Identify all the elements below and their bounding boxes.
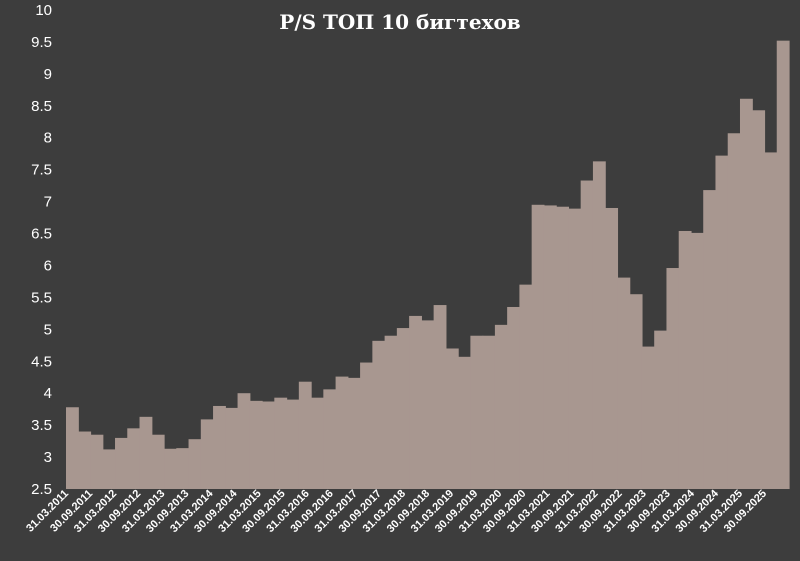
area-bar: [78, 431, 92, 489]
area-bar: [690, 232, 704, 489]
area-bar: [641, 346, 655, 489]
area-bar: [176, 448, 190, 489]
y-tick-label: 9: [44, 66, 52, 83]
area-bar: [592, 161, 606, 490]
area-bar: [739, 98, 753, 490]
y-tick-label: 4.5: [31, 353, 52, 370]
area-bar: [335, 376, 349, 489]
area-bar: [127, 428, 141, 489]
area-bar: [225, 407, 239, 489]
y-tick-label: 10: [35, 2, 52, 19]
y-tick-label: 8: [44, 130, 52, 147]
area-bar: [139, 416, 153, 489]
area-bar: [66, 407, 79, 489]
area-bar: [115, 437, 128, 489]
area-bar: [568, 208, 582, 489]
area-bar: [727, 133, 741, 489]
area-bar: [274, 397, 288, 489]
area-bar: [666, 268, 680, 489]
area-bar: [776, 40, 790, 489]
area-bar: [102, 449, 116, 489]
area-bar: [678, 230, 692, 490]
area-bar: [445, 348, 459, 489]
area-bar: [654, 330, 668, 489]
area-bar: [752, 110, 766, 490]
area-bar: [237, 393, 251, 489]
chart-title: P/S ТОП 10 бигтехов: [279, 10, 521, 34]
area-bar: [703, 190, 717, 489]
y-tick-label: 6: [44, 257, 52, 274]
area-bar: [605, 207, 619, 490]
area-bar: [519, 284, 533, 489]
y-tick-label: 3.5: [31, 417, 52, 434]
area-bar: [347, 377, 361, 489]
area-bar: [213, 405, 226, 489]
area-bar: [188, 439, 202, 489]
area-bars: [66, 40, 790, 490]
area-bar: [470, 335, 484, 489]
area-bar: [507, 306, 520, 489]
y-tick-label: 5.5: [31, 289, 52, 306]
y-tick-label: 9.5: [31, 34, 52, 51]
area-bar: [494, 324, 508, 489]
y-tick-label: 4: [44, 385, 52, 402]
area-bar: [311, 397, 324, 489]
area-bar: [629, 294, 643, 489]
area-bar: [421, 320, 435, 489]
area-bar: [164, 448, 177, 489]
area-bar: [715, 155, 729, 489]
y-tick-label: 8.5: [31, 98, 52, 115]
area-bar: [286, 399, 300, 489]
y-axis-ticks: 2.5 3 3.5 4 4.5 5 5.5 6 6.5 7 7.5 8 8.5 9 9.5 10: [31, 2, 52, 498]
area-bar: [433, 305, 447, 489]
area-bar: [543, 205, 557, 489]
area-bar: [298, 381, 312, 489]
y-tick-label: 3: [44, 449, 52, 466]
area-bar: [151, 434, 165, 489]
area-bar: [360, 362, 373, 489]
area-bar: [556, 206, 570, 489]
y-tick-label: 7.5: [31, 162, 52, 179]
area-bar: [384, 335, 398, 489]
area-bar: [764, 152, 778, 490]
y-tick-label: 7: [44, 194, 52, 211]
area-bar: [90, 434, 104, 489]
area-bar: [249, 400, 263, 489]
y-tick-label: 5: [44, 321, 52, 338]
area-bar: [262, 401, 275, 489]
area-bar: [458, 356, 471, 489]
area-bar: [323, 389, 337, 489]
area-bar: [482, 335, 496, 489]
area-bar: [617, 277, 631, 489]
area-bar: [200, 419, 214, 489]
area-bar: [396, 328, 410, 489]
y-tick-label: 6.5: [31, 226, 52, 243]
area-bar: [409, 315, 422, 489]
area-bar: [531, 204, 545, 490]
area-bar: [580, 180, 594, 489]
area-bar: [372, 340, 386, 489]
y-tick-label: 2.5: [31, 481, 52, 498]
